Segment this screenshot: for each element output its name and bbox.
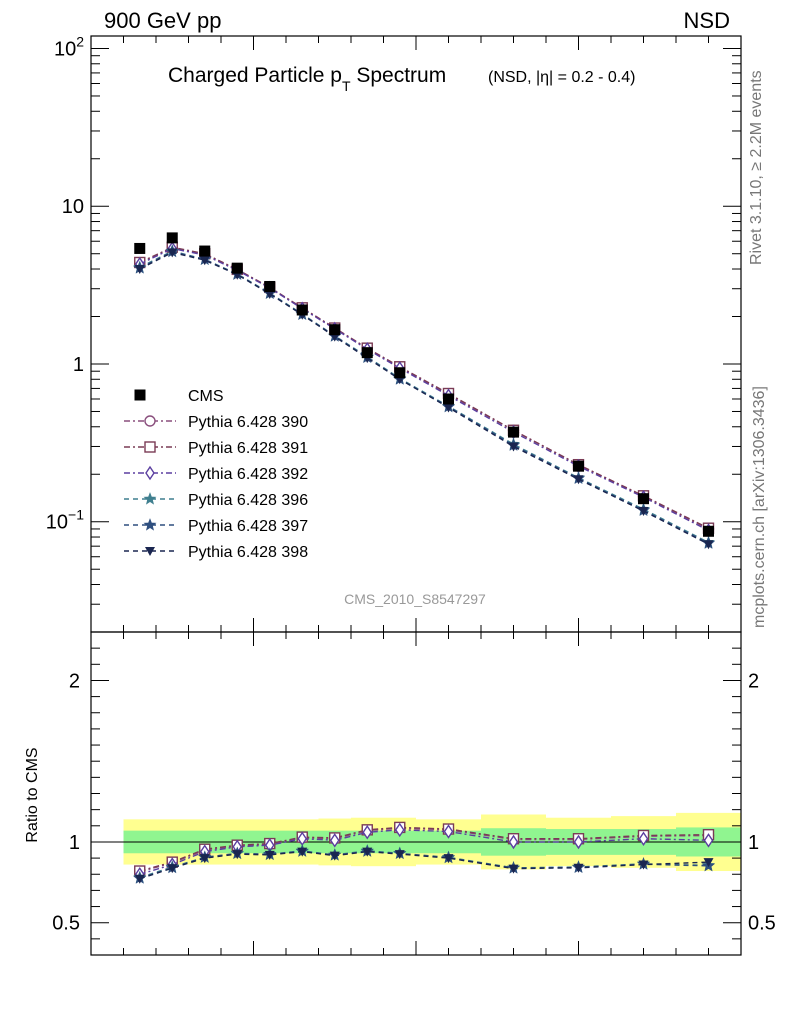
legend: CMS Pythia 6.428 390 Pythia 6.428 391 Pythi… [124, 388, 308, 561]
legend-label-1: Pythia 6.428 391 [188, 440, 308, 457]
plot-title-main: Charged Particle p [168, 64, 342, 87]
series-5-point [134, 265, 145, 275]
y-tick-label: 10−1 [46, 507, 84, 534]
ratio-frame [90, 631, 742, 956]
ratio-5-point [167, 864, 178, 874]
cms-data-point [296, 304, 308, 316]
plot-title-tail: Spectrum [351, 64, 447, 87]
legend-label-3: Pythia 6.428 396 [188, 492, 308, 509]
ratio-2-point [443, 824, 454, 839]
ratio-5-point [703, 858, 714, 868]
ratio-5-point [394, 850, 405, 860]
cms-data-point [443, 393, 454, 405]
y-tick-base: 10 [54, 38, 76, 60]
ratio-2-point [573, 834, 584, 850]
ratio-5-point [443, 854, 454, 864]
y-tick-label: 10 [62, 196, 84, 218]
legend-cms-marker [134, 389, 146, 401]
rivet-version-label: Rivet 3.1.10, ≥ 2.2M events [748, 70, 765, 265]
legend-marker-0 [144, 415, 156, 427]
cms-data-point [134, 242, 146, 254]
cms-data-point [329, 324, 341, 336]
cms-data-point [199, 245, 211, 257]
ratio-line-2 [139, 829, 709, 875]
energy-label: 900 GeV pp [104, 8, 221, 33]
cms-data-point [264, 280, 276, 292]
legend-cms-label: CMS [188, 388, 224, 405]
ratio-line-5 [139, 850, 709, 880]
legend-marker-1 [144, 441, 156, 453]
ratio-5-point [573, 863, 584, 873]
series-5-point [167, 248, 178, 258]
plot-title-subscript: T [342, 78, 351, 94]
legend-marker-3 [143, 492, 157, 505]
ratio-y-tick-label-right: 2 [748, 670, 759, 692]
series-5-point [264, 289, 275, 299]
y-tick-base: 10 [46, 512, 68, 534]
legend-marker-2 [145, 465, 155, 481]
series-line-1 [139, 246, 709, 529]
ratio-5-point [134, 874, 145, 884]
legend-label-5: Pythia 6.428 398 [188, 544, 308, 561]
legend-label-4: Pythia 6.428 397 [188, 518, 308, 535]
series-line-5 [139, 251, 709, 545]
cms-data-point [394, 367, 406, 379]
ratio-5-point [297, 847, 308, 857]
plot-title-cut: (NSD, |η| = 0.2 - 0.4) [488, 69, 635, 86]
cms-data-point [703, 525, 714, 537]
mcplots-label: mcplots.cern.ch [arXiv:1306.3436] [751, 386, 768, 628]
cms-data-point [231, 262, 243, 274]
ratio-y-tick-label-right: 1 [748, 832, 759, 854]
series-5-point [199, 256, 210, 266]
legend-label-2: Pythia 6.428 392 [188, 466, 308, 483]
cms-data-point [573, 460, 584, 472]
ratio-y-tick-label-left: 0.5 [52, 913, 80, 935]
ratio-2-point [362, 824, 373, 840]
ratio-5-point [199, 854, 210, 864]
ratio-5-point [232, 850, 243, 860]
ratio-ylabel: Ratio to CMS [24, 747, 41, 842]
ratio-y-tick-label-left: 1 [69, 832, 80, 854]
series-5-point [508, 442, 519, 452]
legend-label-0: Pythia 6.428 390 [188, 414, 308, 431]
ratio-5-point [264, 850, 275, 860]
ratio-5-point [329, 851, 340, 861]
series-5-point [703, 540, 714, 550]
ratio-plot: 0.5 0.5 1 1 2 2 [52, 631, 776, 956]
series-5-point [573, 475, 584, 485]
plot-title: Charged Particle pT Spectrum [168, 64, 446, 94]
ratio-2-point [394, 822, 405, 838]
cms-data-point [638, 493, 649, 505]
cms-data-point [166, 232, 178, 244]
series-5-point [638, 506, 649, 516]
ratio-y-tick-label-right: 0.5 [748, 913, 776, 935]
cms-data-point [361, 347, 373, 359]
ratio-5-point [508, 864, 519, 874]
cms-data-point [508, 426, 519, 438]
process-label: NSD [684, 8, 730, 33]
series-line-2 [139, 247, 709, 532]
ratio-y-tick-label-left: 2 [69, 670, 80, 692]
y-tick-label: 102 [54, 33, 84, 60]
legend-marker-4 [143, 518, 157, 531]
main-frame [90, 35, 742, 633]
y-tick-exponent: 2 [76, 33, 84, 49]
analysis-watermark: CMS_2010_S8547297 [344, 591, 486, 607]
series-5-point [443, 403, 454, 413]
ratio-5-point [362, 847, 373, 857]
y-tick-label: 1 [73, 354, 84, 376]
legend-marker-5 [145, 547, 155, 556]
ratio-2-point [703, 833, 714, 848]
y-tick-exponent: −1 [68, 507, 84, 523]
ratio-2-point [508, 834, 519, 850]
ratio-2-point [329, 833, 340, 848]
ratio-5-point [638, 860, 649, 870]
ratio-2-point [638, 831, 649, 846]
